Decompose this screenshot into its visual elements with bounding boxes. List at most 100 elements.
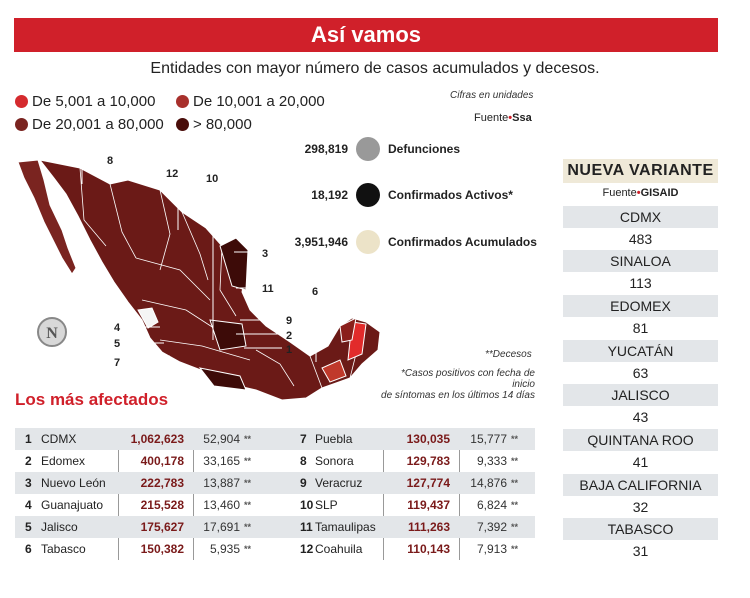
rank: 12 <box>300 542 314 556</box>
deaths-value: 13,460 <box>203 498 240 512</box>
death-marker: ** <box>244 544 252 554</box>
death-marker: ** <box>511 500 519 510</box>
death-marker: ** <box>244 456 252 466</box>
stat-label: Defunciones <box>388 142 461 156</box>
units-note: Cifras en unidades <box>450 90 534 101</box>
legend-swatch <box>15 95 28 108</box>
cases-value: 129,783 <box>406 454 450 468</box>
stat-value: 18,192 <box>311 188 348 202</box>
stat-active: 18,192 Confirmados Activos* <box>268 183 513 207</box>
variant-state: QUINTANA ROO <box>563 429 718 451</box>
stat-circle <box>356 137 380 161</box>
deaths-value: 7,913 <box>476 542 507 556</box>
table-row: 4 Guanajuato 215,528 13,460 ** 10 SLP 11… <box>15 494 535 516</box>
cases-value: 400,178 <box>140 454 184 468</box>
rank: 10 <box>300 498 314 512</box>
callout-label: 5 <box>114 338 120 350</box>
variant-state: BAJA CALIFORNIA <box>563 474 718 496</box>
table-row: 1 CDMX 1,062,623 52,904 ** 7 Puebla 130,… <box>15 428 535 450</box>
boundary-line <box>255 349 295 387</box>
deaths-value: 6,824 <box>476 498 507 512</box>
region-guerrero <box>198 367 247 391</box>
legend-item: De 5,001 a 10,000 <box>15 93 155 110</box>
deaths-value: 5,935 <box>209 542 240 556</box>
stat-deaths: 298,819 Defunciones <box>268 137 460 161</box>
death-marker: ** <box>244 434 252 444</box>
source-note: Fuente•Ssa <box>474 112 532 124</box>
compass-letter: N <box>46 325 58 342</box>
deaths-value: 9,333 <box>476 454 507 468</box>
callout-label: 10 <box>206 173 218 185</box>
callout-label: 8 <box>107 155 113 167</box>
variant-state: SINALOA <box>563 250 718 272</box>
boundary-line <box>309 355 323 389</box>
state-name: Sonora <box>315 454 354 468</box>
mexico-map: 8 12 10 3 11 6 9 2 1 4 5 7 N <box>17 155 381 401</box>
deaths-value: 14,876 <box>470 476 507 490</box>
north-compass-icon: N <box>37 317 67 347</box>
rank: 9 <box>300 476 307 490</box>
column-divider <box>118 428 119 560</box>
death-marker: ** <box>244 478 252 488</box>
deaths-value: 15,777 <box>470 432 507 446</box>
state-name: Puebla <box>315 432 353 446</box>
compass-circle <box>37 317 67 347</box>
cases-value: 222,783 <box>140 476 184 490</box>
state-name: Tamaulipas <box>315 520 376 534</box>
region-yucatan <box>339 317 357 343</box>
boundary-line <box>159 339 251 361</box>
rank: 6 <box>25 542 32 556</box>
state-name: SLP <box>315 498 338 512</box>
variant-state: YUCATÁN <box>563 340 718 362</box>
column-divider <box>193 428 194 560</box>
callout-label: 7 <box>114 357 120 369</box>
rank: 7 <box>300 432 307 446</box>
subtitle: Entidades con mayor número de casos acum… <box>150 60 600 77</box>
cases-value: 215,528 <box>140 498 184 512</box>
death-marker: ** <box>511 522 519 532</box>
legend-item: De 20,001 a 80,000 <box>15 116 164 133</box>
affected-title: Los más afectados <box>15 390 169 409</box>
variant-source-prefix: Fuente <box>602 187 637 199</box>
active-note: *Casos positivos con fecha de inicio de … <box>378 368 535 401</box>
variant-count: 43 <box>632 409 649 425</box>
legend-label: De 20,001 a 80,000 <box>32 116 164 133</box>
variant-source: Fuente•GISAID <box>563 187 718 199</box>
death-marker: ** <box>244 522 252 532</box>
region-tamaulipas <box>219 237 249 291</box>
rank: 11 <box>300 520 313 534</box>
cases-value: 150,382 <box>140 542 184 556</box>
stat-circle <box>356 183 380 207</box>
boundary-line <box>141 299 221 333</box>
cases-value: 1,062,623 <box>130 432 184 446</box>
legend-swatch <box>176 118 189 131</box>
boundary-line <box>79 167 107 247</box>
variant-state: CDMX <box>563 206 718 228</box>
boundary-line <box>109 183 137 259</box>
variant-state: EDOMEX <box>563 295 718 317</box>
state-name: Tabasco <box>41 542 86 556</box>
cases-value: 119,437 <box>407 498 450 512</box>
callout-label: 11 <box>262 283 274 295</box>
legend-item: De 10,001 a 20,000 <box>176 93 325 110</box>
cases-value: 130,035 <box>406 432 450 446</box>
death-marker: ** <box>511 456 519 466</box>
title-banner: Así vamos <box>14 18 718 52</box>
callout-label: 6 <box>312 286 318 298</box>
state-name: Coahuila <box>315 542 363 556</box>
callout-label: 4 <box>114 322 121 334</box>
cases-value: 111,263 <box>407 520 450 534</box>
callout-label: 12 <box>166 168 178 180</box>
state-name: Guanajuato <box>41 498 104 512</box>
callout-line <box>129 355 171 363</box>
legend-label: De 10,001 a 20,000 <box>193 93 325 110</box>
region-baja-california <box>17 159 77 275</box>
rank: 4 <box>25 498 32 512</box>
variant-count: 31 <box>632 543 649 559</box>
variant-state: JALISCO <box>563 384 718 406</box>
state-name: Nuevo León <box>41 476 106 490</box>
variant-count: 41 <box>632 454 649 470</box>
death-marker: ** <box>244 500 252 510</box>
rank: 5 <box>25 520 32 534</box>
state-name: Jalisco <box>41 520 78 534</box>
